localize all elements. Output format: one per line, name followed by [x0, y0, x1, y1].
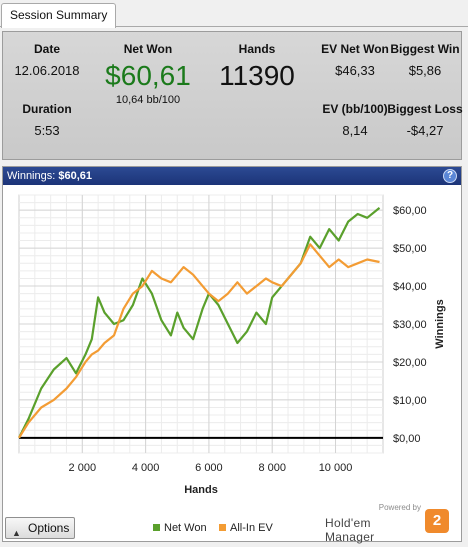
series-net-won	[18, 207, 381, 439]
y-tick-label: $30,00	[393, 319, 427, 331]
hands-stat: Hands 11390	[205, 42, 309, 92]
biggest-loss-stat: Biggest Loss -$4,27	[387, 102, 463, 138]
biggest-win-label: Biggest Win	[390, 42, 460, 56]
chart-series	[18, 207, 381, 439]
help-icon[interactable]: ?	[443, 169, 457, 183]
ev-bb-stat: EV (bb/100) 8,14	[317, 102, 393, 138]
tab-bar: Session Summary	[0, 0, 468, 28]
chart-header-label: Winnings:	[7, 170, 56, 182]
hm2-logo-icon: 2	[425, 509, 449, 533]
y-tick-label: $0,00	[393, 433, 421, 445]
net-won-stat: Net Won $60,61 10,64 bb/100	[91, 42, 205, 106]
y-tick-label: $40,00	[393, 281, 427, 293]
chart-labels: 2 000 4 000 6 000 8 000 10 000 $0,00 $10,00 $20…	[69, 205, 446, 496]
x-tick-label: 6 000	[195, 462, 223, 474]
legend-all-in-ev: All-In EV	[219, 522, 273, 534]
date-label: Date	[33, 42, 60, 56]
ev-net-won-stat: EV Net Won $46,33	[317, 42, 393, 78]
ev-net-won-label: EV Net Won	[321, 42, 389, 56]
biggest-loss-value: -$4,27	[406, 123, 444, 138]
options-label: Options	[28, 521, 70, 535]
x-tick-label: 4 000	[132, 462, 160, 474]
series-all-in-ev	[18, 243, 380, 439]
winnings-chart: 2 000 4 000 6 000 8 000 10 000 $0,00 $10,00 $20…	[18, 194, 446, 496]
x-tick-label: 10 000	[319, 462, 353, 474]
date-value: 12.06.2018	[14, 63, 80, 78]
duration-stat: Duration 5:53	[3, 102, 91, 138]
options-button[interactable]: ▲ Options	[5, 517, 75, 539]
y-tick-label: $10,00	[393, 395, 427, 407]
duration-label: Duration	[22, 102, 72, 116]
hands-label: Hands	[238, 42, 276, 56]
biggest-win-value: $5,86	[408, 63, 442, 78]
winnings-chart-panel: Winnings: $60,61 ? 2 000 4 000 6 000 8 000 1…	[2, 166, 462, 544]
brand-name: Hold'em Manager	[325, 516, 375, 544]
legend-all-in-ev-label: All-In EV	[230, 522, 273, 534]
hands-value: 11390	[219, 60, 295, 91]
chart-header-value: $60,61	[58, 170, 93, 182]
ev-bb-value: 8,14	[342, 123, 368, 138]
biggest-loss-label: Biggest Loss	[387, 102, 463, 116]
net-won-label: Net Won	[123, 42, 173, 56]
triangle-up-icon: ▲	[12, 528, 21, 538]
legend-net-won: Net Won	[153, 522, 207, 534]
chart-header: Winnings: $60,61 ?	[3, 167, 461, 185]
powered-by-text: Powered by	[378, 503, 421, 512]
all-in-ev-swatch	[219, 524, 226, 531]
net-won-bb: 10,64 bb/100	[115, 94, 181, 106]
duration-value: 5:53	[34, 123, 60, 138]
net-won-swatch	[153, 524, 160, 531]
brand-logo: Powered by Hold'em Manager 2	[325, 501, 451, 544]
chart-grid	[18, 194, 384, 454]
tab-session-summary[interactable]: Session Summary	[1, 3, 117, 28]
y-tick-label: $20,00	[393, 357, 427, 369]
biggest-win-stat: Biggest Win $5,86	[389, 42, 461, 78]
x-axis-title: Hands	[184, 484, 218, 496]
net-won-value: $60,61	[105, 60, 191, 91]
x-tick-label: 8 000	[258, 462, 286, 474]
legend-net-won-label: Net Won	[164, 522, 207, 534]
x-tick-label: 2 000	[69, 462, 97, 474]
session-summary-panel: Date 12.06.2018 Duration 5:53 Net Won $6…	[2, 31, 463, 160]
ev-bb-label: EV (bb/100)	[322, 102, 388, 116]
date-stat: Date 12.06.2018	[3, 42, 91, 78]
y-tick-label: $60,00	[393, 205, 427, 217]
ev-net-won-value: $46,33	[335, 63, 375, 78]
y-axis-title: Winnings	[434, 299, 446, 348]
y-tick-label: $50,00	[393, 243, 427, 255]
